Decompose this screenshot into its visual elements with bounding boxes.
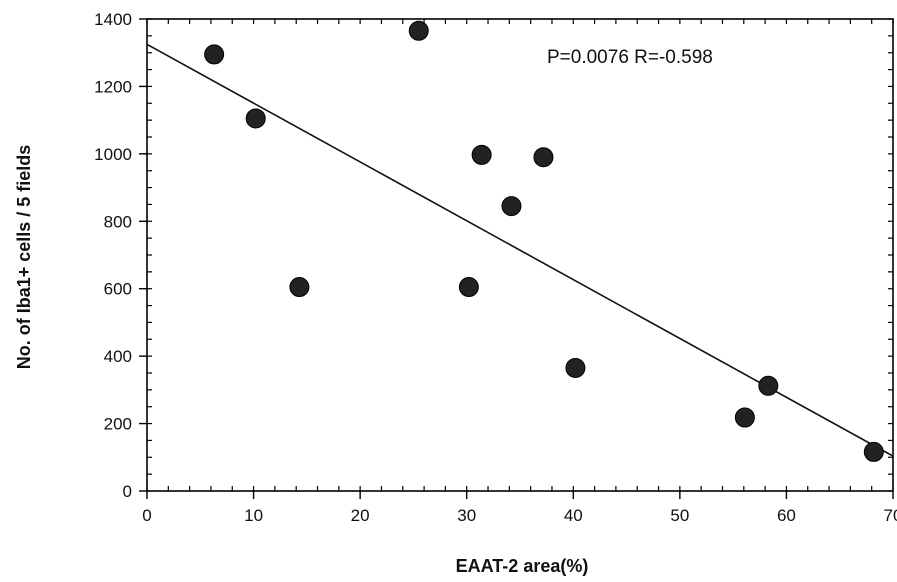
data-point: [758, 375, 779, 396]
stats-annotation: P=0.0076 R=-0.598: [547, 47, 713, 68]
data-point: [408, 20, 429, 41]
x-tick-labels: 0 10 20 30 40 50 60 70: [142, 506, 897, 525]
y-tick-label: 600: [104, 280, 132, 299]
x-tick-label: 20: [351, 506, 370, 525]
x-tick-label: 70: [884, 506, 897, 525]
x-tick-label: 50: [670, 506, 689, 525]
data-point: [289, 277, 310, 298]
y-tick-label: 200: [104, 415, 132, 434]
data-points: [204, 20, 884, 462]
data-point: [863, 441, 884, 462]
data-point: [245, 108, 266, 129]
regression-line: [146, 43, 894, 457]
y-tick-label: 800: [104, 212, 132, 231]
x-tick-label: 40: [564, 506, 583, 525]
x-tick-label: 30: [457, 506, 476, 525]
y-tick-label: 400: [104, 347, 132, 366]
plot-frame: [146, 18, 894, 492]
x-tick-label: 0: [142, 506, 151, 525]
data-point: [501, 196, 522, 217]
axis-ticks: [139, 18, 894, 499]
y-tick-label: 1200: [94, 77, 132, 96]
data-point: [533, 147, 554, 168]
data-point: [734, 407, 755, 428]
y-tick-label: 1400: [94, 10, 132, 29]
x-tick-label: 10: [244, 506, 263, 525]
data-point: [471, 144, 492, 165]
data-point: [458, 277, 479, 298]
y-tick-label: 0: [123, 482, 132, 501]
y-tick-labels: 0 200 400 600 800 1000 1200 1400: [94, 10, 132, 501]
x-axis-title: EAAT-2 area(%): [456, 556, 589, 576]
y-axis-title: No. of Iba1+ cells / 5 fields: [14, 145, 34, 370]
data-point: [565, 357, 586, 378]
x-tick-label: 60: [777, 506, 796, 525]
y-tick-label: 1000: [94, 145, 132, 164]
data-point: [204, 44, 225, 65]
